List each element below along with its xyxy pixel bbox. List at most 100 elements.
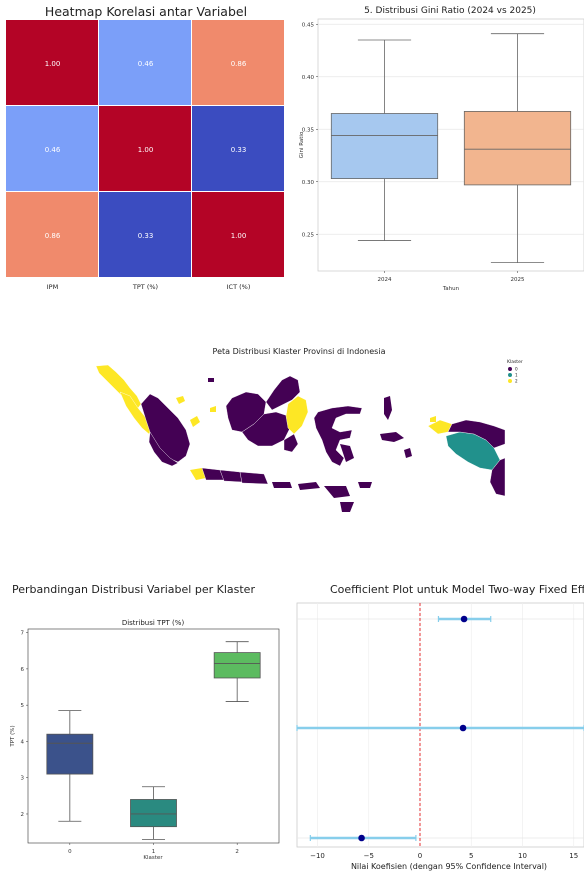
x-tick-label: 2024: [378, 277, 392, 283]
heatmap-cell: [6, 192, 98, 277]
coefficient-point: [459, 724, 467, 732]
gini-title: 5. Distribusi Gini Ratio (2024 vs 2025): [364, 6, 536, 16]
box-body: [46, 733, 94, 775]
map-legend-label: 2: [515, 379, 518, 384]
heatmap-panel: Heatmap Korelasi antar Variabel 1.00 0.46…: [6, 4, 284, 291]
coef-points: [296, 603, 584, 847]
y-tick-label: 0.40: [302, 75, 315, 81]
x-tick-label: −5: [364, 852, 374, 860]
map-region-ntt-1: [298, 482, 320, 490]
heatmap-cell: [192, 106, 284, 191]
map-region-banten-jakarta: [190, 468, 206, 480]
coef-x-axis-label: Nilai Koefisien (dengan 95% Confidence I…: [351, 862, 547, 871]
cluster-title: Distribusi TPT (%): [122, 619, 185, 627]
y-tick-label: 7: [21, 631, 25, 637]
x-tick-label: 1: [152, 849, 156, 855]
heatmap-cell-value: 0.46: [138, 60, 154, 68]
x-tick-label: 15: [569, 852, 578, 860]
heatmap-cell: [6, 20, 98, 105]
map-region-papua-island: [430, 416, 436, 422]
heatmap-cell-value: 0.46: [45, 146, 61, 154]
heatmap-x-labels: IPM TPT (%) ICT (%): [47, 283, 251, 291]
cluster-map-panel: Peta Distribusi Klaster Provinsi di Indo…: [95, 347, 523, 512]
coefficient-point: [460, 615, 468, 623]
map-region-papua-south: [489, 457, 506, 497]
gini-x-ticks: 2024 2025: [378, 271, 525, 283]
box-body: [463, 111, 572, 186]
heatmap-cell-value: 0.86: [231, 60, 247, 68]
map-region-karimata: [210, 406, 216, 412]
map-region-maluku: [380, 432, 404, 442]
x-tick-label: 2025: [511, 277, 525, 283]
x-tick-label: 10: [518, 852, 527, 860]
heatmap-title: Heatmap Korelasi antar Variabel: [45, 4, 247, 19]
map-region-natuna: [208, 378, 214, 382]
y-tick-label: 2: [21, 812, 25, 818]
y-tick-label: 0.35: [302, 127, 315, 133]
map-legend-label: 1: [515, 373, 518, 378]
map-region-sulawesi-southeast: [340, 444, 354, 462]
map-region-kalimantan-east: [285, 395, 309, 435]
heatmap-x-label: ICT (%): [227, 283, 251, 291]
heatmap-cell: [192, 192, 284, 277]
map-region-maluku-islands: [404, 448, 412, 458]
map-region-ntt-2: [324, 486, 350, 498]
map-region-jawa-timur: [239, 471, 269, 485]
heatmap-cell-value: 1.00: [45, 60, 61, 68]
map-region-riau-islands: [176, 396, 185, 404]
indonesia-map: [95, 364, 506, 512]
heatmap-cell-value: 0.33: [138, 232, 154, 240]
map-legend-marker: [508, 373, 512, 377]
heatmap-cell-value: 1.00: [231, 232, 247, 240]
cluster-y-axis-label: TPT (%): [10, 725, 16, 747]
map-region-ntt-3: [340, 502, 354, 512]
cluster-suptitle: Perbandingan Distribusi Variabel per Kla…: [12, 583, 255, 596]
map-region-maluku-north: [384, 396, 392, 420]
map-legend-marker: [508, 379, 512, 383]
heatmap-cell: [99, 106, 191, 191]
y-tick-label: 4: [21, 739, 25, 745]
heatmap-cell: [99, 20, 191, 105]
x-tick-label: 0: [68, 849, 72, 855]
coef-x-ticks: −10 −5 0 5 10 15: [310, 852, 578, 860]
y-tick-label: 3: [21, 776, 25, 782]
map-region-kalimantan-north: [265, 375, 301, 411]
map-legend-marker: [508, 367, 512, 371]
map-region-bangka: [190, 416, 200, 427]
heatmap-cell: [99, 192, 191, 277]
heatmap-cell: [6, 106, 98, 191]
x-tick-label: 2: [235, 849, 239, 855]
y-tick-label: 0.25: [302, 232, 315, 238]
cluster-x-axis-label: Klaster: [143, 855, 163, 861]
y-tick-label: 6: [21, 667, 25, 673]
y-tick-label: 0.30: [302, 180, 315, 186]
coef-plot-area: [296, 602, 584, 848]
y-tick-label: 0.45: [302, 22, 315, 28]
map-region-kalimantan-south: [283, 433, 299, 453]
x-tick-label: 0: [418, 852, 422, 860]
box-body: [130, 799, 177, 828]
heatmap-cell: [192, 20, 284, 105]
heatmap-cell-value: 1.00: [138, 146, 154, 154]
heatmap-cells: 1.00 0.46 0.86 0.46 1.00 0.33 0.86 0.33 1.00: [6, 20, 284, 277]
heatmap-x-label: IPM: [47, 283, 58, 291]
map-legend: Klaster 012: [507, 359, 523, 384]
gini-y-ticks: 0.25 0.30 0.35 0.40 0.45: [302, 22, 318, 238]
gini-y-axis-label: Gini Ratio: [299, 131, 305, 158]
gini-x-axis-label: Tahun: [442, 286, 460, 292]
y-tick-label: 5: [21, 703, 25, 709]
cluster-y-ticks: 2 3 4 5 6 7: [21, 631, 28, 818]
map-legend-title: Klaster: [507, 359, 523, 365]
cluster-boxplot-panel: Perbandingan Distribusi Variabel per Kla…: [10, 583, 280, 861]
coef-title: Coefficient Plot untuk Model Two-way Fix…: [330, 583, 584, 596]
coefficient-point: [358, 834, 365, 842]
box-body: [330, 113, 439, 179]
map-legend-items: 012: [508, 367, 518, 384]
map-legend-label: 0: [515, 367, 518, 372]
map-region-ntt-4: [358, 482, 372, 488]
gini-boxplot-panel: 5. Distribusi Gini Ratio (2024 vs 2025) …: [299, 6, 584, 292]
map-region-papua-north: [447, 419, 506, 449]
map-region-kalimantan-central: [241, 411, 291, 447]
heatmap-x-label: TPT (%): [132, 283, 158, 291]
coefficient-plot-panel: Coefficient Plot untuk Model Two-way Fix…: [296, 583, 584, 871]
